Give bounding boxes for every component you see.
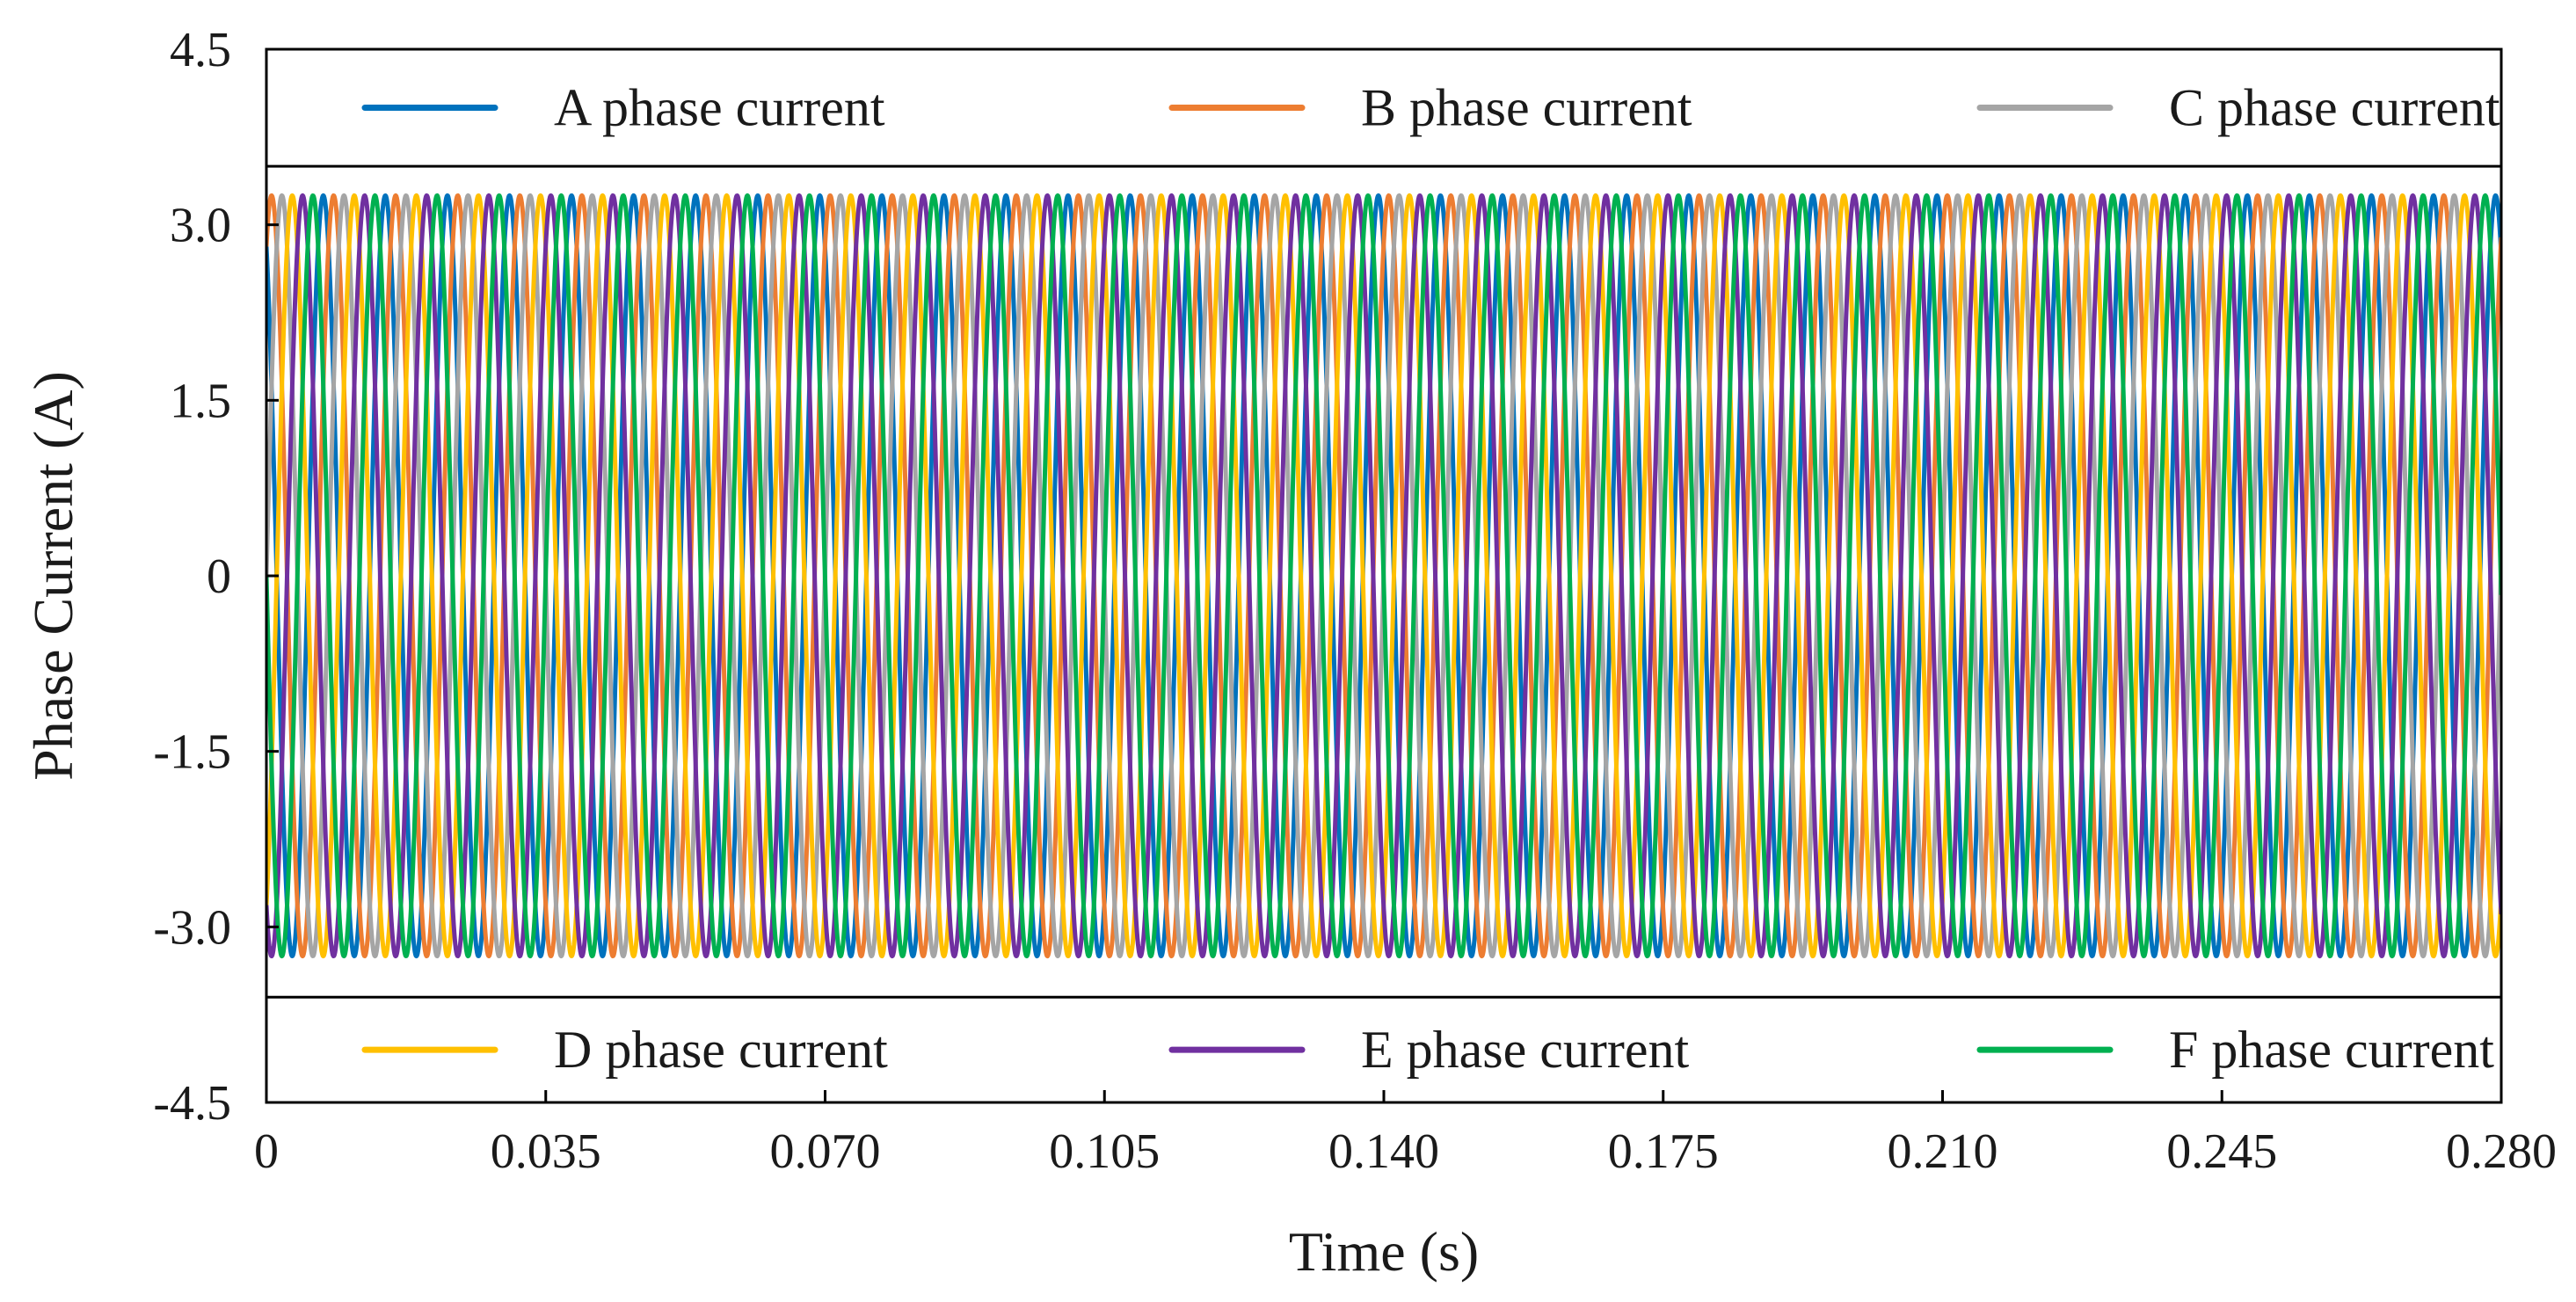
legend-label: D phase current [554,1021,888,1079]
y-tick-label: 3.0 [170,199,231,253]
x-tick-label: 0 [254,1124,279,1179]
legend-item-b-phase: B phase current [1168,79,1692,137]
legend-item-d-phase: D phase current [361,1021,888,1079]
y-tick-label: -1.5 [153,725,231,780]
legend-item-c-phase: C phase current [1976,79,2500,137]
x-tick-label: 0.210 [1888,1124,1998,1179]
legend-item-f-phase: F phase current [1976,1021,2494,1079]
x-tick-label: 0.175 [1608,1124,1719,1179]
series-line-f-phase [266,193,2501,959]
series-group [266,193,2501,959]
y-tick-label: 1.5 [170,374,231,428]
y-tick-label: 0 [207,549,231,604]
x-tick-label: 0.035 [491,1124,601,1179]
legend-label: C phase current [2169,79,2500,137]
legend-item-e-phase: E phase current [1168,1021,1689,1079]
x-axis-title: Time (s) [1289,1220,1479,1283]
series-line-e-phase [266,193,2501,959]
x-tick-label: 0.070 [770,1124,881,1179]
x-tick-label: 0.280 [2446,1124,2557,1179]
legend-label: F phase current [2169,1021,2494,1079]
y-tick-label: -4.5 [153,1076,231,1131]
legend: A phase current B phase current C phase cu… [361,79,2500,1079]
x-tick-label: 0.140 [1328,1124,1439,1179]
series-line-b-phase [266,193,2501,959]
y-axis-title: Phase Current (A) [22,371,84,781]
y-tick-label: -3.0 [153,900,231,955]
x-tick-label: 0.105 [1049,1124,1160,1179]
legend-item-a-phase: A phase current [361,79,885,137]
legend-label: A phase current [554,79,885,137]
axis-ticks: 0 0.035 0.070 0.105 0.140 0.175 0.210 0.245 0.28… [153,23,2557,1179]
y-tick-label: 4.5 [170,23,231,77]
legend-label: B phase current [1361,79,1692,137]
legend-label: E phase current [1361,1021,1689,1079]
x-tick-label: 0.245 [2166,1124,2277,1179]
